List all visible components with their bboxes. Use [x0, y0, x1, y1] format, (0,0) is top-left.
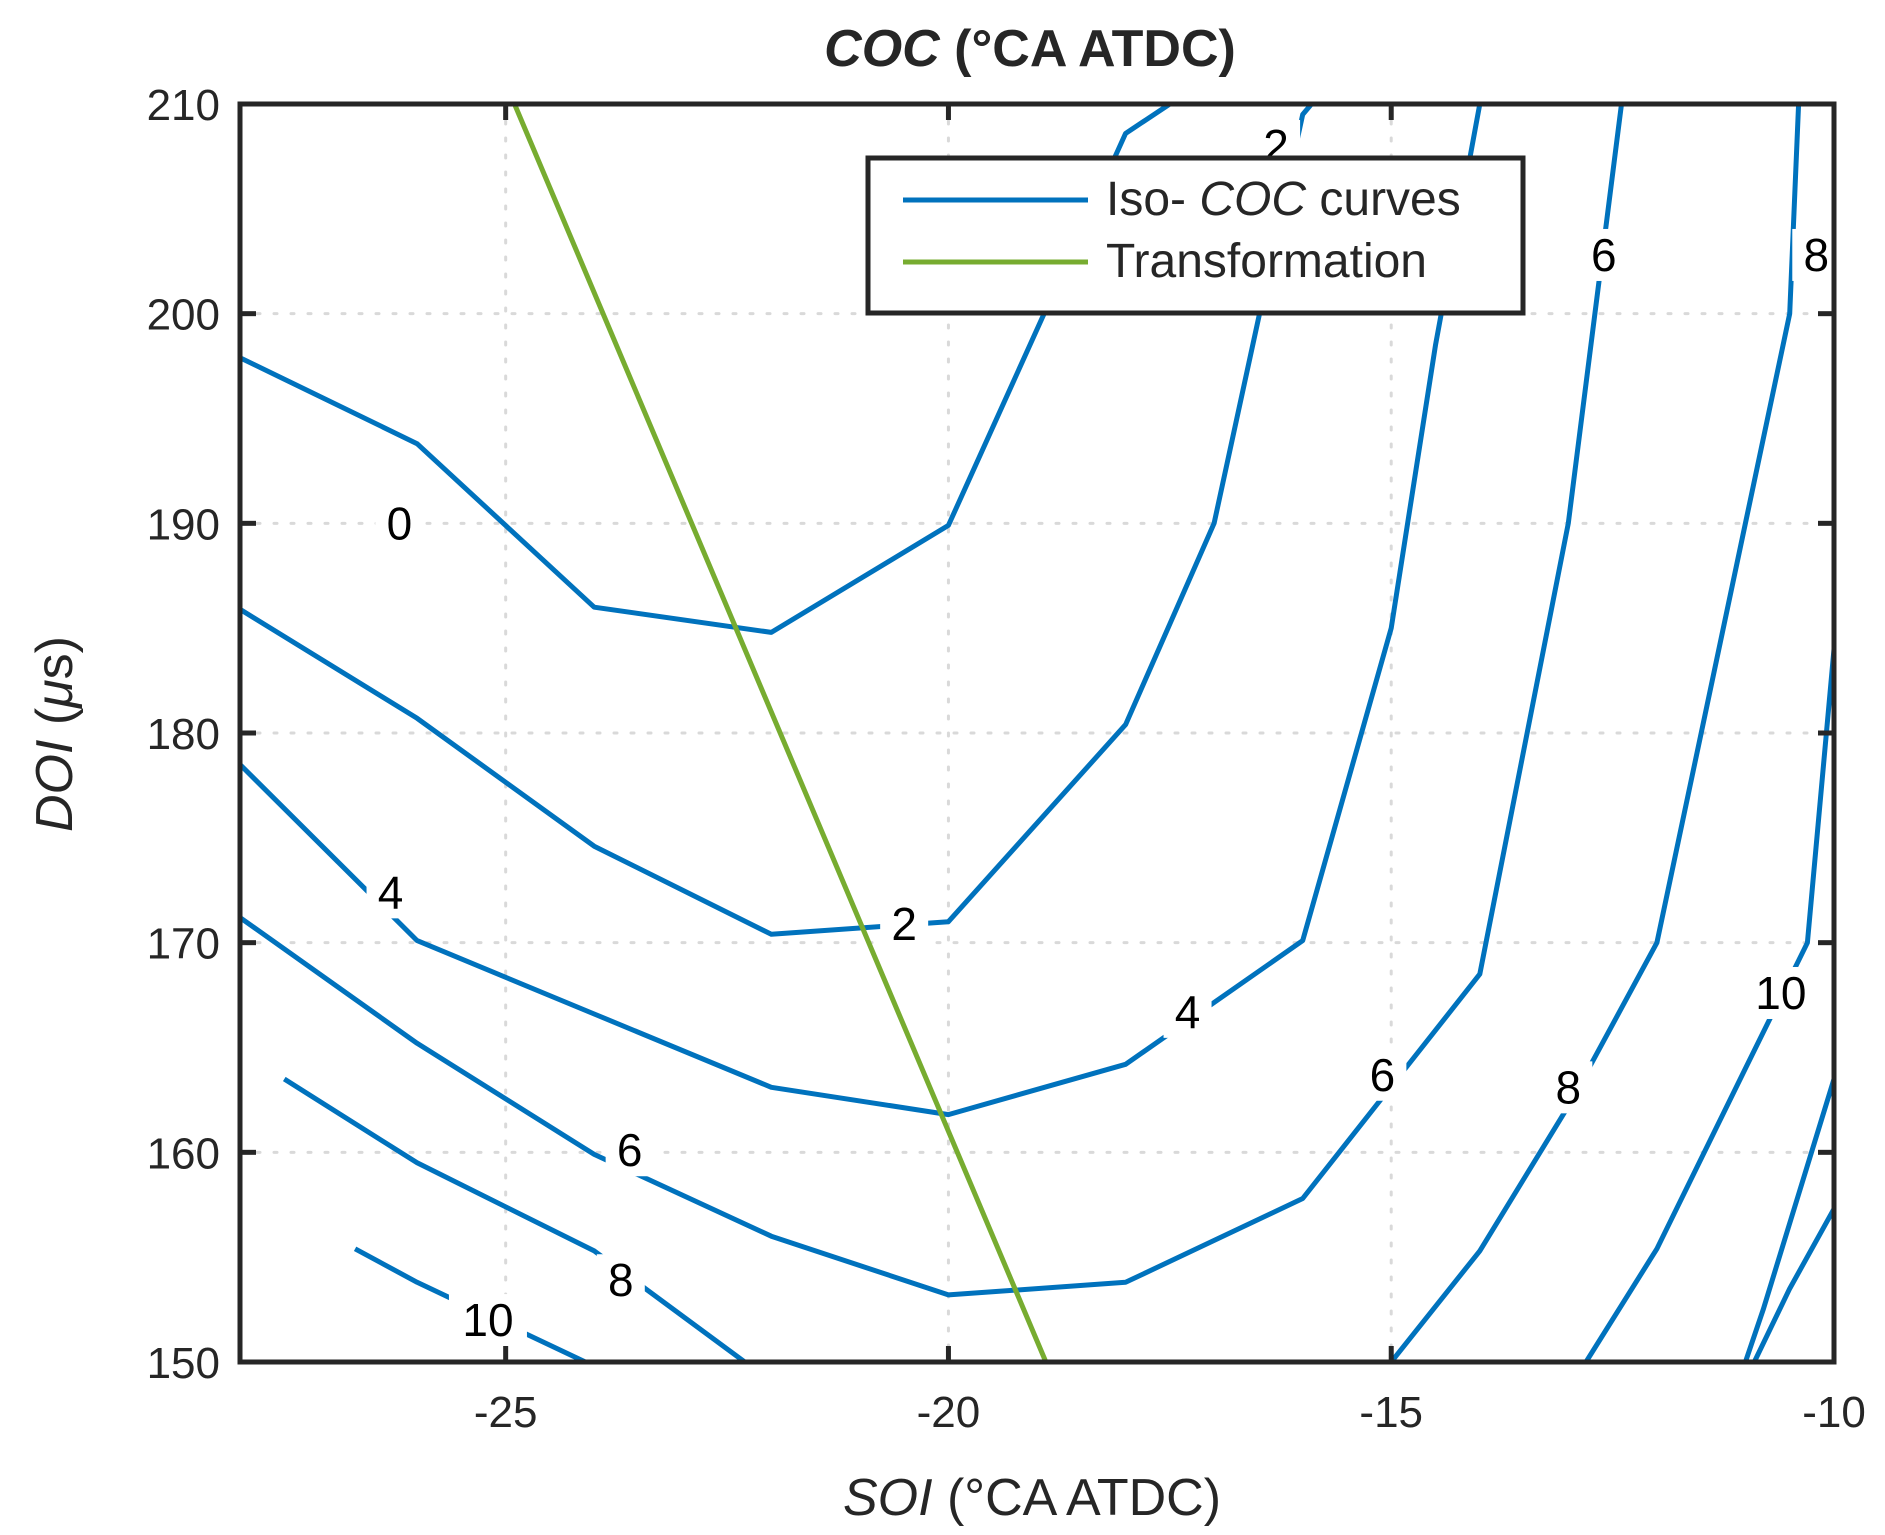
axis-ticks [240, 101, 1837, 1365]
contour-label-bg [1358, 1048, 1407, 1101]
contour-label: 8 [1556, 1061, 1582, 1113]
legend-suffix-0: curves [1306, 173, 1461, 226]
contour-label-bg [1163, 985, 1212, 1038]
ylabel-italic: DOI [26, 740, 84, 832]
contour-label: 8 [1803, 229, 1829, 281]
contour-label: 6 [1370, 1049, 1396, 1101]
iso-coc-curve-6 [1389, 104, 1802, 1362]
contour-label-bg [448, 1294, 527, 1347]
y-tick-label: 190 [147, 500, 220, 549]
contour-label-bg [605, 1124, 654, 1177]
y-tick-label: 200 [147, 291, 220, 340]
contour-label-bg [1544, 1061, 1593, 1114]
y-tick-label: 150 [147, 1339, 220, 1388]
transformation-line [512, 104, 1049, 1362]
x-axis-label: SOI (°CA ATDC) [843, 1469, 1221, 1527]
legend: Iso- COC curves Transformation [865, 155, 1526, 316]
contour-label: 6 [617, 1124, 643, 1176]
y-tick-label: 180 [147, 710, 220, 759]
xlabel-rest: (°CA ATDC) [933, 1469, 1222, 1527]
contour-label-bg [1579, 228, 1628, 281]
contour-label: 2 [891, 898, 917, 950]
ylabel-rest: ( [26, 707, 84, 739]
iso-coc-curve-8 [282, 1076, 747, 1362]
contour-label-bg [596, 1254, 645, 1307]
legend-prefix-0: Iso- [1106, 173, 1199, 226]
y-tick-label: 210 [147, 81, 220, 130]
contour-label: 0 [387, 497, 413, 549]
y-tick-label: 160 [147, 1129, 220, 1178]
ylabel-mu: μ [26, 679, 84, 710]
title-rest: (°CA ATDC) [940, 20, 1236, 78]
iso-coc-curve-0 [240, 104, 1172, 635]
iso-coc-curve-12 [1752, 1207, 1834, 1362]
x-tick-label: -10 [1802, 1388, 1866, 1437]
x-tick-label: -25 [474, 1388, 538, 1437]
x-tick-label: -15 [1359, 1388, 1423, 1437]
legend-box [865, 155, 1526, 316]
legend-prefix-1: Transformation [1106, 235, 1427, 288]
contour-label: 10 [1755, 967, 1806, 1019]
contour-label: 6 [1591, 229, 1617, 281]
xlabel-italic: SOI [843, 1469, 933, 1527]
iso-coc-curve-8 [1583, 133, 1834, 1362]
contour-label-bg [1741, 966, 1820, 1019]
contour-label-bg [366, 866, 415, 919]
y-axis-label: DOI (μs) [26, 636, 84, 832]
chart-title: COC (°CA ATDC) [824, 20, 1236, 78]
contour-label-bg [375, 497, 424, 550]
contour-label: 8 [608, 1254, 634, 1306]
contour-label: 4 [378, 866, 404, 918]
iso-coc-curve-6 [240, 104, 1624, 1298]
iso-coc-curve-4 [240, 104, 1483, 1118]
iso-coc-curve-10 [353, 1246, 587, 1362]
iso-coc-curve-10 [1743, 892, 1834, 1362]
contour-label: 10 [462, 1294, 513, 1346]
legend-label-transformation: Transformation [1106, 235, 1427, 288]
ylabel-unit-tail: s) [26, 636, 84, 679]
y-tick-label: 170 [147, 920, 220, 969]
x-tick-label: -20 [917, 1388, 981, 1437]
legend-italic-0: COC [1199, 173, 1306, 226]
legend-label-iso-coc: Iso- COC curves [1106, 173, 1461, 226]
contour-label: 4 [1175, 986, 1201, 1038]
title-italic: COC [824, 20, 941, 78]
contour-label-bg [880, 897, 929, 950]
